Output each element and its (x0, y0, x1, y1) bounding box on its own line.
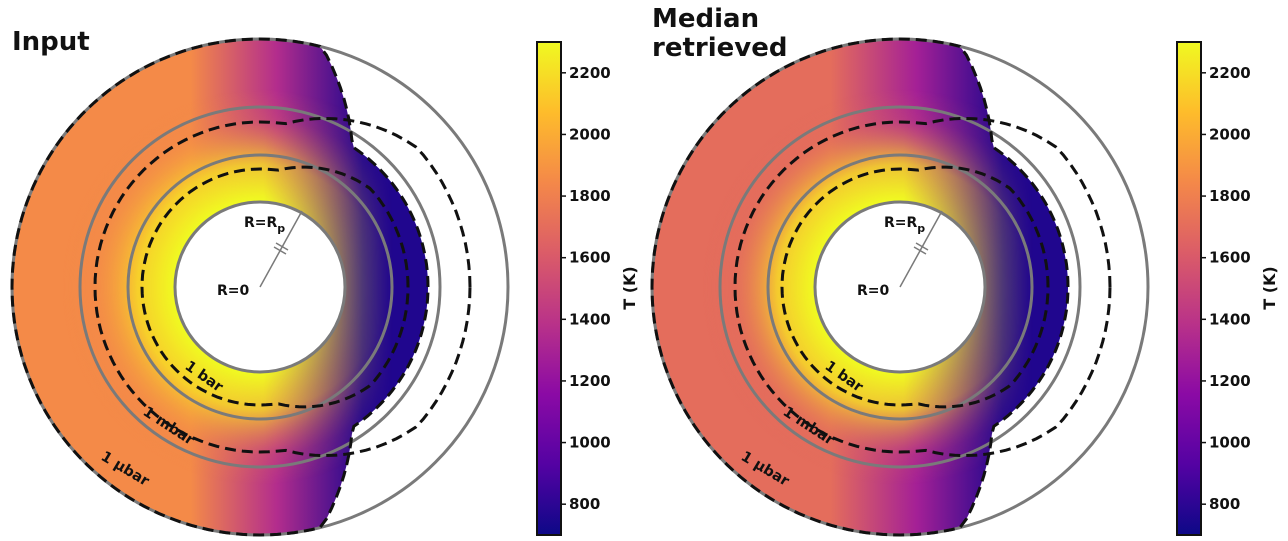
colorbar (536, 41, 562, 536)
colorbar-tick-label: 1200 (1209, 372, 1251, 390)
colorbar-tick-label: 1600 (569, 249, 611, 267)
reference-circle-mid (718, 105, 1082, 469)
axis-break-mark (273, 246, 287, 255)
axis-break-mark (915, 242, 929, 251)
reference-circle-inner (766, 153, 1034, 421)
panel-title: Input (12, 27, 90, 57)
colorbar-tick-label: 1000 (569, 434, 611, 452)
radius-line (259, 210, 303, 288)
colorbar-tick-label: 2000 (1209, 125, 1251, 143)
colorbar-tick-label: 1800 (1209, 187, 1251, 205)
colorbar-tick-label: 1800 (569, 187, 611, 205)
colorbar-tick-label: 1200 (569, 372, 611, 390)
panel-title: Median (652, 4, 759, 34)
axis-break-mark (275, 242, 289, 251)
colorbar-label: T (K) (1260, 266, 1279, 310)
colorbar-label: T (K) (620, 266, 639, 310)
colorbar-tick-label: 1000 (1209, 434, 1251, 452)
center-label: R=0 (857, 283, 890, 299)
planet-radius-label: R=Rp (884, 215, 925, 235)
colorbar (1176, 41, 1202, 536)
inner-hot-layer (12, 39, 428, 535)
panel-title: retrieved (652, 33, 787, 63)
colorbar-tick-label: 1600 (1209, 249, 1251, 267)
reference-circle-mid (78, 105, 442, 469)
colorbar-tick-label: 2200 (1209, 64, 1251, 82)
colorbar-tick-label: 1400 (1209, 310, 1251, 328)
planet-surface-circle (173, 200, 347, 374)
inner-hot-layer (652, 39, 1068, 535)
isobar-1-bar (780, 165, 1050, 409)
radius-line (899, 210, 943, 288)
axis-break-mark (913, 246, 927, 255)
colorbar-tick-label: 2200 (569, 64, 611, 82)
colorbar-tick-label: 1400 (569, 310, 611, 328)
isobar-1-microbar (650, 37, 1070, 537)
isobar-1-bar (140, 165, 410, 409)
planet-radius-label: R=Rp (244, 215, 285, 235)
colorbar-tick-label: 800 (1209, 495, 1240, 513)
colorbar-tick-label: 800 (569, 495, 600, 513)
colorbar-tick-label: 2000 (569, 125, 611, 143)
reference-circle-inner (126, 153, 394, 421)
isobar-1-microbar (10, 37, 430, 537)
center-label: R=0 (217, 283, 250, 299)
planet-surface-circle (813, 200, 987, 374)
